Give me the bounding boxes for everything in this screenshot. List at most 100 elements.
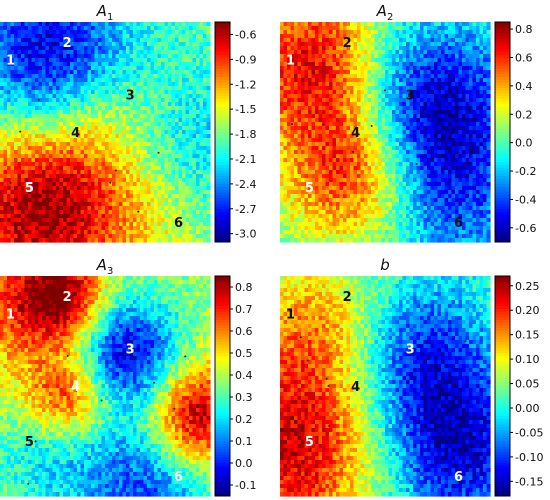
heatmap-cell — [136, 214, 141, 219]
heatmap-cell — [203, 150, 208, 155]
colorbar-segment — [215, 104, 230, 108]
heatmap-cell — [35, 102, 40, 107]
heatmap-cell — [168, 82, 173, 87]
heatmap-cell — [10, 214, 15, 219]
heatmap-cell — [199, 178, 204, 183]
heatmap-cell — [14, 142, 19, 147]
heatmap-cell — [416, 66, 421, 71]
heatmap-cell — [56, 238, 61, 243]
heatmap-cell — [325, 118, 330, 123]
heatmap-cell — [469, 74, 474, 79]
heatmap-cell — [171, 150, 176, 155]
heatmap-cell — [119, 62, 124, 67]
heatmap-cell — [136, 114, 141, 119]
heatmap-cell — [136, 34, 141, 39]
heatmap-cell — [175, 90, 180, 95]
heatmap-cell — [171, 138, 176, 143]
heatmap-cell — [31, 74, 36, 79]
heatmap-cell — [150, 226, 155, 231]
heatmap-cell — [416, 22, 421, 27]
heatmap-cell — [416, 46, 421, 51]
heatmap-cell — [70, 166, 75, 171]
heatmap-cell — [52, 190, 57, 195]
heatmap-cell — [434, 30, 439, 35]
colorbar-segment — [215, 112, 230, 116]
heatmap-cell — [101, 218, 106, 223]
heatmap-cell — [17, 222, 22, 227]
heatmap-cell — [150, 74, 155, 79]
heatmap-cell — [112, 126, 117, 131]
heatmap-cell — [119, 174, 124, 179]
heatmap-cell — [49, 134, 54, 139]
heatmap-cell — [448, 98, 453, 103]
heatmap-cell — [360, 98, 365, 103]
heatmap-cell — [287, 42, 292, 47]
heatmap-cell — [441, 30, 446, 35]
heatmap-cell — [395, 106, 400, 111]
heatmap-cell — [140, 130, 145, 135]
heatmap-cell — [441, 46, 446, 51]
heatmap-cell — [108, 106, 113, 111]
heatmap-cell — [108, 102, 113, 107]
heatmap-cell — [175, 146, 180, 151]
heatmap-cell — [87, 126, 92, 131]
heatmap-cell — [168, 158, 173, 163]
heatmap-cell — [161, 154, 166, 159]
heatmap-cell — [332, 66, 337, 71]
heatmap-cell — [402, 30, 407, 35]
heatmap-cell — [350, 86, 355, 91]
heatmap-cell — [378, 30, 383, 35]
heatmap-cell — [427, 90, 432, 95]
heatmap-cell — [14, 50, 19, 55]
heatmap-cell — [73, 150, 78, 155]
heatmap-cell — [52, 142, 57, 147]
heatmap-cell — [21, 226, 26, 231]
heatmap-cell — [21, 142, 26, 147]
heatmap-cell — [21, 202, 26, 207]
heatmap-cell — [206, 134, 211, 139]
heatmap-cell — [73, 130, 78, 135]
heatmap-cell — [17, 114, 22, 119]
heatmap-cell — [73, 86, 78, 91]
heatmap-cell — [133, 58, 138, 63]
heatmap-cell — [364, 98, 369, 103]
heatmap-cell — [168, 38, 173, 43]
heatmap-cell — [280, 86, 285, 91]
heatmap-cell — [10, 22, 15, 27]
heatmap-cell — [45, 166, 50, 171]
heatmap-cell — [444, 26, 449, 31]
heatmap-cell — [462, 102, 467, 107]
heatmap-cell — [84, 42, 89, 47]
heatmap-cell — [140, 46, 145, 51]
heatmap-cell — [189, 214, 194, 219]
heatmap-cell — [94, 98, 99, 103]
heatmap-cell — [150, 22, 155, 27]
heatmap-cell — [24, 58, 29, 63]
heatmap-cell — [7, 90, 12, 95]
heatmap-cell — [31, 234, 36, 239]
heatmap-cell — [318, 22, 323, 27]
heatmap-cell — [133, 130, 138, 135]
heatmap-cell — [133, 206, 138, 211]
colorbar-segment — [215, 85, 230, 89]
heatmap-cell — [77, 114, 82, 119]
heatmap-cell — [73, 226, 78, 231]
heatmap-cell — [171, 174, 176, 179]
heatmap-cell — [182, 218, 187, 223]
heatmap-cell — [283, 70, 288, 75]
heatmap-cell — [119, 86, 124, 91]
heatmap-cell — [308, 90, 313, 95]
heatmap-cell — [441, 122, 446, 127]
heatmap-cell — [98, 62, 103, 67]
heatmap-cell — [143, 46, 148, 51]
heatmap-cell — [164, 94, 169, 99]
heatmap-cell — [80, 158, 85, 163]
heatmap-cell — [129, 166, 134, 171]
heatmap-cell — [434, 70, 439, 75]
heatmap-cell — [49, 46, 54, 51]
heatmap-cell — [73, 162, 78, 167]
heatmap-cell — [185, 122, 190, 127]
heatmap-cell — [31, 122, 36, 127]
heatmap-cell — [206, 234, 211, 239]
heatmap-cell — [35, 210, 40, 215]
